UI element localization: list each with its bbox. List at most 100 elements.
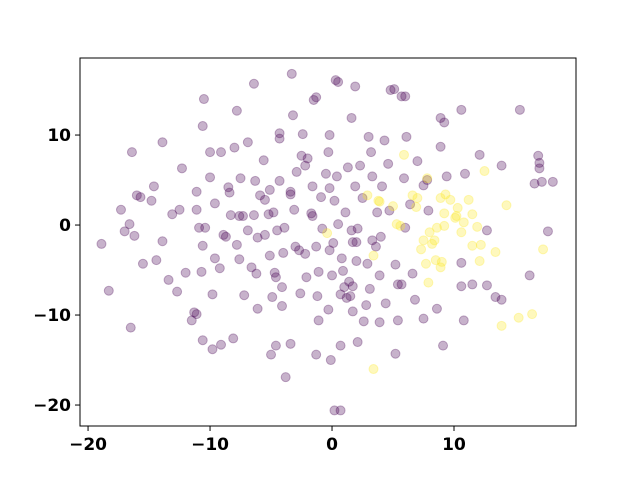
point (338, 265, 349, 276)
point (264, 250, 275, 261)
point (533, 150, 544, 161)
point (333, 76, 344, 87)
point (231, 239, 242, 250)
point (323, 147, 334, 158)
point (445, 194, 456, 205)
x-tick-label: −20 (69, 435, 107, 455)
point (364, 283, 375, 294)
point (324, 245, 335, 256)
point (252, 303, 263, 314)
point (207, 289, 218, 300)
point (280, 372, 291, 383)
point (368, 250, 379, 261)
point (420, 258, 431, 269)
point (324, 183, 335, 194)
point (229, 142, 240, 153)
point (430, 255, 441, 266)
point (246, 262, 257, 273)
point (422, 173, 433, 184)
point (374, 270, 385, 281)
point (191, 186, 202, 197)
point (197, 335, 208, 346)
point (320, 168, 331, 179)
point (490, 247, 501, 258)
point (475, 239, 486, 250)
point (395, 220, 406, 231)
point (270, 272, 281, 283)
point (277, 282, 288, 293)
point (335, 405, 346, 416)
point (534, 163, 545, 174)
point (125, 322, 136, 333)
point (231, 105, 242, 116)
point (396, 91, 407, 102)
point (542, 226, 553, 237)
point (352, 337, 363, 348)
point (345, 291, 356, 302)
point (324, 130, 335, 141)
point (422, 175, 433, 186)
point (234, 254, 245, 265)
point (534, 157, 545, 168)
point (167, 209, 178, 220)
point (220, 231, 231, 242)
point (463, 194, 474, 205)
point (216, 339, 227, 350)
point (325, 355, 336, 366)
point (191, 309, 202, 320)
point (297, 129, 308, 140)
point (374, 317, 385, 328)
point (291, 166, 302, 177)
point (379, 135, 390, 146)
point (400, 91, 411, 102)
point (322, 228, 333, 239)
point (151, 255, 162, 266)
point (209, 253, 220, 264)
point (248, 78, 259, 89)
point (242, 225, 253, 236)
point (474, 149, 485, 160)
point (189, 307, 200, 318)
point (373, 195, 384, 206)
point (407, 190, 418, 201)
point (347, 306, 358, 317)
point (115, 204, 126, 215)
point (279, 222, 290, 233)
point (418, 180, 429, 191)
point (355, 160, 366, 171)
point (362, 258, 373, 269)
point (389, 84, 400, 95)
y-tick-label: 0 (59, 216, 71, 236)
point (316, 192, 327, 203)
point (385, 85, 396, 96)
point (124, 219, 135, 230)
point (339, 282, 350, 293)
point (335, 340, 346, 351)
point (336, 253, 347, 264)
axes-frame (79, 57, 577, 427)
point (274, 128, 285, 139)
point (277, 301, 288, 312)
point (264, 184, 275, 195)
point (352, 223, 363, 234)
point (390, 348, 401, 359)
point (223, 182, 234, 193)
point (269, 267, 280, 278)
point (300, 248, 311, 259)
point (96, 238, 107, 249)
point (290, 241, 301, 252)
point (197, 121, 208, 132)
point (496, 160, 507, 171)
point (456, 227, 467, 238)
point (239, 290, 250, 301)
point (225, 210, 236, 221)
point (344, 276, 355, 287)
point (311, 241, 322, 252)
point (536, 176, 547, 187)
point (431, 222, 442, 233)
point (458, 217, 469, 228)
point (205, 172, 216, 183)
point (479, 166, 490, 177)
point (496, 320, 507, 331)
